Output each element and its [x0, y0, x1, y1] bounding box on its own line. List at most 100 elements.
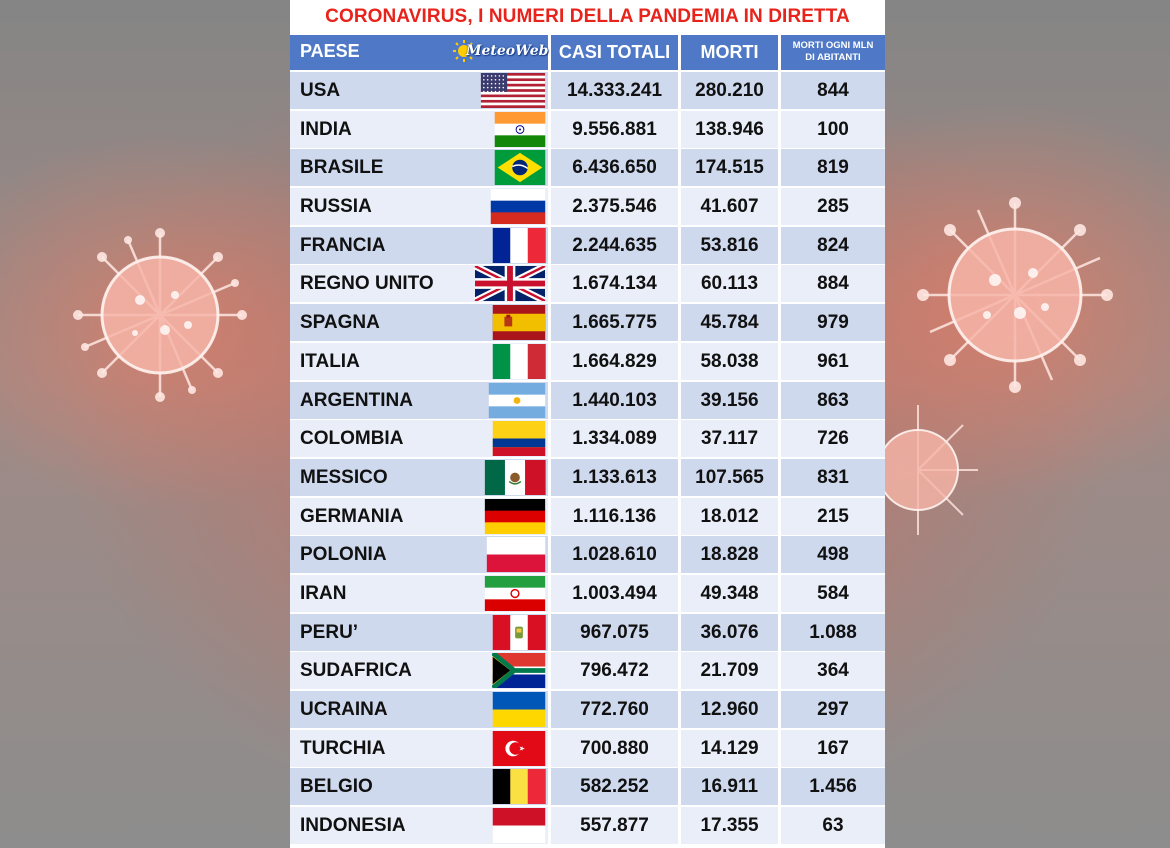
- deaths-per-million-cell: 1.088: [781, 613, 885, 651]
- country-name: SUDAFRICA: [300, 660, 412, 682]
- italy-flag-icon: [492, 343, 546, 379]
- peru-flag-icon: [492, 614, 546, 650]
- country-cell: USA: [290, 72, 548, 109]
- country-cell: GERMANIA: [290, 497, 548, 535]
- deaths-cell: 37.117: [681, 420, 778, 458]
- country-cell: PERU’: [290, 613, 548, 651]
- page-title: CORONAVIRUS, I NUMERI DELLA PANDEMIA IN …: [325, 6, 850, 27]
- deaths-per-million-cell: 961: [781, 342, 885, 380]
- country-name: GERMANIA: [300, 505, 404, 527]
- deaths-cell: 18.828: [681, 536, 778, 574]
- total-cases-value: 1.674.134: [572, 273, 657, 295]
- deaths-value: 53.816: [700, 234, 759, 256]
- total-cases-cell: 967.075: [551, 613, 678, 651]
- deaths-value: 107.565: [695, 466, 764, 488]
- france-flag-icon: [492, 227, 546, 263]
- total-cases-value: 772.760: [580, 699, 649, 720]
- country-cell: TURCHIA: [290, 729, 548, 767]
- deaths-per-million-cell: 863: [781, 381, 885, 419]
- virus-illustration-left: [73, 228, 247, 402]
- spain-flag-icon: [492, 305, 546, 341]
- total-cases-cell: 9.556.881: [551, 110, 678, 148]
- deaths-per-million-cell: 831: [781, 458, 885, 496]
- deaths-cell: 36.076: [681, 613, 778, 651]
- deaths-cell: 280.210: [681, 72, 778, 109]
- total-cases-value: 9.556.881: [572, 118, 657, 140]
- deaths-value: 174.515: [695, 157, 764, 179]
- table-row: SPAGNA 1.665.775 45.784 979: [290, 304, 885, 343]
- country-name: BRASILE: [300, 157, 384, 179]
- total-cases-value: 6.436.650: [572, 157, 657, 179]
- table-row: REGNO UNITO 1.674.134 60.113 884: [290, 265, 885, 304]
- deaths-cell: 138.946: [681, 110, 778, 148]
- deaths-per-million-value: 863: [817, 389, 849, 411]
- deaths-per-million-value: 819: [817, 157, 849, 179]
- deaths-value: 12.960: [700, 699, 759, 720]
- logo-text: MeteoWeb: [466, 43, 549, 59]
- country-name: COLOMBIA: [300, 428, 404, 450]
- india-flag-icon: [494, 111, 546, 147]
- statistics-table-panel: CORONAVIRUS, I NUMERI DELLA PANDEMIA IN …: [290, 0, 885, 848]
- deaths-value: 37.117: [700, 428, 759, 450]
- total-cases-cell: 700.880: [551, 729, 678, 767]
- country-name: ITALIA: [300, 350, 360, 372]
- total-cases-cell: 2.244.635: [551, 226, 678, 264]
- total-cases-cell: 772.760: [551, 691, 678, 728]
- total-cases-value: 557.877: [580, 815, 649, 837]
- total-cases-value: 700.880: [580, 737, 649, 759]
- deaths-cell: 14.129: [681, 729, 778, 767]
- total-cases-value: 1.665.775: [572, 312, 657, 334]
- header-deaths-per-million: MORTI OGNI MLN DI ABITANTI: [781, 35, 885, 70]
- deaths-per-million-value: 498: [817, 544, 849, 566]
- country-name: SPAGNA: [300, 312, 380, 334]
- deaths-per-million-value: 979: [817, 312, 849, 334]
- country-cell: POLONIA: [290, 536, 548, 574]
- deaths-per-million-cell: 819: [781, 149, 885, 187]
- total-cases-value: 1.133.613: [572, 466, 657, 488]
- total-cases-cell: 1.440.103: [551, 381, 678, 419]
- deaths-value: 18.012: [700, 505, 759, 527]
- total-cases-cell: 6.436.650: [551, 149, 678, 187]
- south-africa-flag-icon: [492, 653, 546, 689]
- colombia-flag-icon: [492, 421, 546, 457]
- meteoweb-logo: MeteoWeb: [450, 38, 549, 66]
- total-cases-cell: 1.133.613: [551, 458, 678, 496]
- country-name: TURCHIA: [300, 737, 386, 759]
- country-cell: BRASILE: [290, 149, 548, 187]
- deaths-cell: 17.355: [681, 807, 778, 845]
- deaths-per-million-value: 726: [817, 428, 849, 450]
- deaths-cell: 53.816: [681, 226, 778, 264]
- deaths-value: 138.946: [695, 118, 764, 140]
- total-cases-value: 1.334.089: [572, 428, 657, 450]
- country-cell: COLOMBIA: [290, 420, 548, 458]
- deaths-value: 39.156: [700, 389, 759, 411]
- turkey-flag-icon: [492, 730, 546, 766]
- deaths-per-million-value: 831: [817, 466, 849, 488]
- table-row: INDIA 9.556.881 138.946 100: [290, 110, 885, 150]
- deaths-value: 58.038: [700, 350, 759, 372]
- deaths-per-million-value: 1.456: [809, 776, 857, 798]
- deaths-per-million-value: 824: [817, 234, 849, 256]
- country-cell: FRANCIA: [290, 226, 548, 264]
- deaths-cell: 58.038: [681, 342, 778, 380]
- table-row: BELGIO 582.252 16.911 1.456: [290, 768, 885, 807]
- country-name: RUSSIA: [300, 196, 372, 218]
- table-row: POLONIA 1.028.610 18.828 498: [290, 536, 885, 575]
- table-row: ITALIA 1.664.829 58.038 961: [290, 342, 885, 382]
- table-row: MESSICO 1.133.613 107.565 831: [290, 458, 885, 498]
- table-body: USA 14.333.241 280.210 844 INDIA 9.556.8…: [290, 72, 885, 846]
- deaths-per-million-cell: 167: [781, 729, 885, 767]
- table-row: PERU’ 967.075 36.076 1.088: [290, 613, 885, 653]
- deaths-value: 18.828: [700, 544, 759, 566]
- total-cases-cell: 1.665.775: [551, 304, 678, 342]
- total-cases-value: 796.472: [580, 660, 649, 682]
- deaths-per-million-value: 63: [822, 815, 844, 837]
- total-cases-value: 582.252: [580, 776, 649, 798]
- header-country-label: PAESE: [300, 41, 360, 61]
- table-row: FRANCIA 2.244.635 53.816 824: [290, 226, 885, 266]
- table-row: UCRAINA 772.760 12.960 297: [290, 691, 885, 730]
- virus-illustration-right: [917, 197, 1113, 393]
- ukraine-flag-icon: [492, 692, 546, 727]
- table-row: ARGENTINA 1.440.103 39.156 863: [290, 381, 885, 421]
- total-cases-cell: 582.252: [551, 768, 678, 806]
